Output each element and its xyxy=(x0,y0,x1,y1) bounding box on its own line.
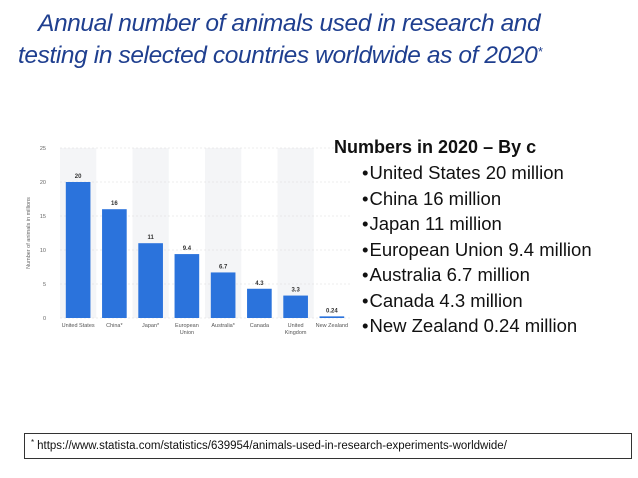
x-category-label: Japan* xyxy=(142,323,160,329)
bar xyxy=(283,295,308,318)
list-item: Australia 6.7 million xyxy=(362,262,634,288)
x-category-label: European xyxy=(175,323,199,329)
x-category-label: United xyxy=(288,323,304,329)
y-tick-label: 0 xyxy=(43,316,46,322)
title-line-2: testing in selected countries worldwide … xyxy=(18,40,628,72)
title-footnote-marker: * xyxy=(537,44,542,59)
slide-title: Annual number of animals used in researc… xyxy=(18,8,628,72)
bar xyxy=(247,288,272,318)
bar xyxy=(174,254,200,318)
bar xyxy=(210,272,236,318)
bar-value-label: 20 xyxy=(75,174,82,180)
list-item: Japan 11 million xyxy=(362,211,634,237)
list-item: New Zealand 0.24 million xyxy=(362,313,634,339)
list-item: European Union 9.4 million xyxy=(362,237,634,263)
x-category-label: United States xyxy=(62,323,95,329)
x-category-label: Kingdom xyxy=(285,330,307,336)
list-item: Canada 4.3 million xyxy=(362,288,634,314)
x-category-label: China* xyxy=(106,323,123,329)
source-footnote: * https://www.statista.com/statistics/639… xyxy=(24,433,632,459)
x-category-label: Australia* xyxy=(211,323,235,329)
bar xyxy=(319,316,345,318)
bar xyxy=(102,209,127,318)
bar-chart-svg: 0 5 10 15 20 25 Number of animals in millions 2… xyxy=(26,146,350,336)
bar-value-label: 16 xyxy=(111,201,118,207)
list-item: United States 20 million xyxy=(362,160,634,186)
y-tick-label: 20 xyxy=(40,180,46,186)
y-tick-label: 25 xyxy=(40,146,46,152)
y-axis-label: Number of animals in millions xyxy=(26,197,32,269)
bar-value-label: 6.7 xyxy=(219,264,228,270)
bar xyxy=(65,182,91,318)
bar-value-label: 3.3 xyxy=(291,288,300,294)
x-category-label: Union xyxy=(180,330,194,336)
title-line-2-text: testing in selected countries worldwide … xyxy=(18,42,538,69)
x-category-label: Canada xyxy=(250,323,270,329)
bar xyxy=(138,243,163,318)
bar-value-label: 0.24 xyxy=(326,308,338,314)
source-url: https://www.statista.com/statistics/6399… xyxy=(37,440,507,452)
bullet-list: United States 20 million China 16 millio… xyxy=(334,160,634,339)
bar-value-label: 4.3 xyxy=(255,281,264,287)
statistics-list: Numbers in 2020 – By c United States 20 … xyxy=(334,136,634,339)
list-heading: Numbers in 2020 – By c xyxy=(334,137,537,157)
y-tick-label: 10 xyxy=(40,248,46,254)
y-tick-label: 5 xyxy=(43,282,46,288)
bar-value-label: 11 xyxy=(147,235,154,241)
source-marker: * xyxy=(31,438,35,447)
bar-chart: 0 5 10 15 20 25 Number of animals in millions 2… xyxy=(18,140,353,340)
title-line-1: Annual number of animals used in researc… xyxy=(38,10,541,37)
column-shade xyxy=(277,148,314,318)
list-item: China 16 million xyxy=(362,186,634,212)
y-tick-label: 15 xyxy=(40,214,46,220)
bar-value-label: 9.4 xyxy=(183,246,192,252)
x-category-label: New Zealand xyxy=(316,323,348,329)
